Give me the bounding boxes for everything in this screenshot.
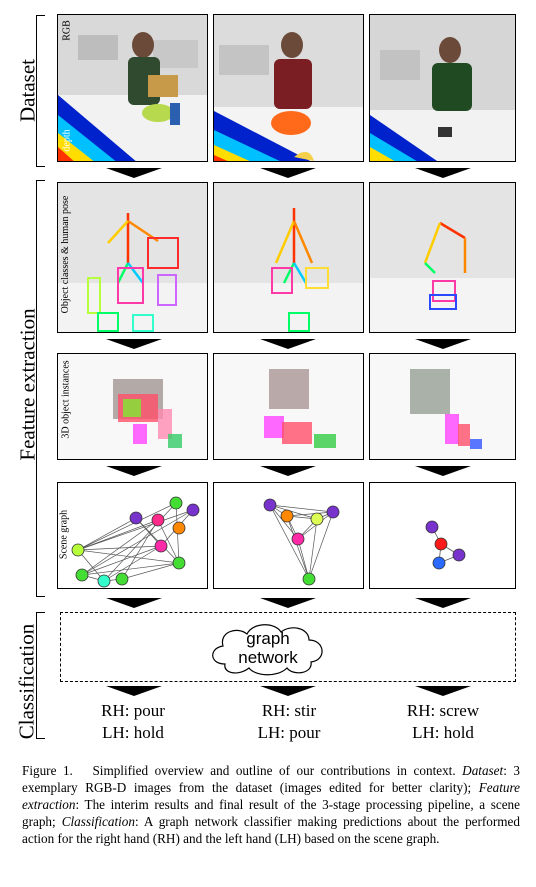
arrow-down-5b (260, 686, 316, 696)
result-2-lh: LH: pour (257, 723, 321, 742)
arrow-down-2c (415, 339, 471, 349)
classification-bracket (36, 612, 45, 739)
arrow-down-5a (106, 686, 162, 696)
rgb-depth-photo-3 (370, 15, 515, 161)
arrow-down-3c (415, 466, 471, 476)
pose-overlay-1 (58, 183, 207, 332)
arrow-down-2b (260, 339, 316, 349)
graph-drawing-3 (425, 520, 466, 570)
instances-image-3 (369, 353, 516, 460)
cloud-text-line1: graph (246, 629, 290, 648)
pose-label: Object classes & human pose (60, 195, 71, 314)
rgb-depth-photo-2 (214, 15, 363, 161)
instances-label: 3D object instances (60, 360, 72, 439)
result-1-lh: LH: hold (102, 723, 164, 742)
pose-image-1: Object classes & human pose (57, 182, 208, 333)
point-cloud-1 (58, 354, 207, 459)
arrow-down-4a (106, 598, 162, 608)
instances-image-1: 3D object instances (57, 353, 208, 460)
arrow-down-1c (415, 168, 471, 178)
caption-figure-number: Figure 1. (22, 763, 73, 778)
instances-image-2 (213, 353, 364, 460)
dataset-image-screw (369, 14, 516, 162)
scene-graph-2 (213, 482, 364, 589)
figure-caption: Figure 1. Simplified overview and outlin… (22, 762, 520, 847)
scene-graph-label: Scene graph (58, 509, 70, 560)
graph-drawing-2 (263, 498, 340, 586)
point-cloud-2 (214, 354, 363, 459)
pose-image-3 (369, 182, 516, 333)
rgb-depth-photo-1 (58, 15, 207, 161)
scene-graph-1: Scene graph (57, 482, 208, 589)
result-3-rh: RH: screw (406, 701, 480, 720)
feature-bracket (36, 180, 45, 597)
result-2-rh: RH: stir (261, 701, 317, 720)
caption-dataset-text: : 3 exemplary RGB-D images from the data… (22, 763, 520, 795)
cloud-text-line2: network (238, 648, 298, 667)
caption-classification-label: Classification (61, 814, 135, 829)
caption-feature-text: : The interim results and final result o… (22, 797, 520, 829)
arrow-down-3b (260, 466, 316, 476)
depth-label: depth (61, 129, 73, 152)
caption-feature-label: Feature extraction (22, 780, 521, 812)
arrow-down-2a (106, 339, 162, 349)
arrow-down-5c (415, 686, 471, 696)
cloud-shape (212, 624, 323, 676)
arrow-down-1b (260, 168, 316, 178)
rgb-label: RGB (61, 20, 73, 41)
pose-image-2 (213, 182, 364, 333)
arrow-down-4c (415, 598, 471, 608)
arrow-down-3a (106, 466, 162, 476)
scene-graph-3 (369, 482, 516, 589)
pose-overlay-2 (214, 183, 363, 332)
result-3-lh: LH: hold (412, 723, 474, 742)
arrow-down-4b (260, 598, 316, 608)
pose-overlay-3 (370, 183, 515, 332)
dataset-bracket (36, 15, 45, 167)
caption-intro: Simplified overview and outline of our c… (92, 763, 456, 778)
point-cloud-3 (370, 354, 515, 459)
dataset-image-stir (213, 14, 364, 162)
caption-classification-text: : A graph network classifier making pred… (22, 814, 520, 846)
classification-box (60, 612, 516, 682)
result-1-rh: RH: pour (101, 701, 165, 720)
arrow-down-1a (106, 168, 162, 178)
graph-drawing-1 (71, 496, 200, 588)
caption-dataset-label: Dataset (462, 763, 504, 778)
dataset-image-pour: RGB depth (57, 14, 208, 162)
